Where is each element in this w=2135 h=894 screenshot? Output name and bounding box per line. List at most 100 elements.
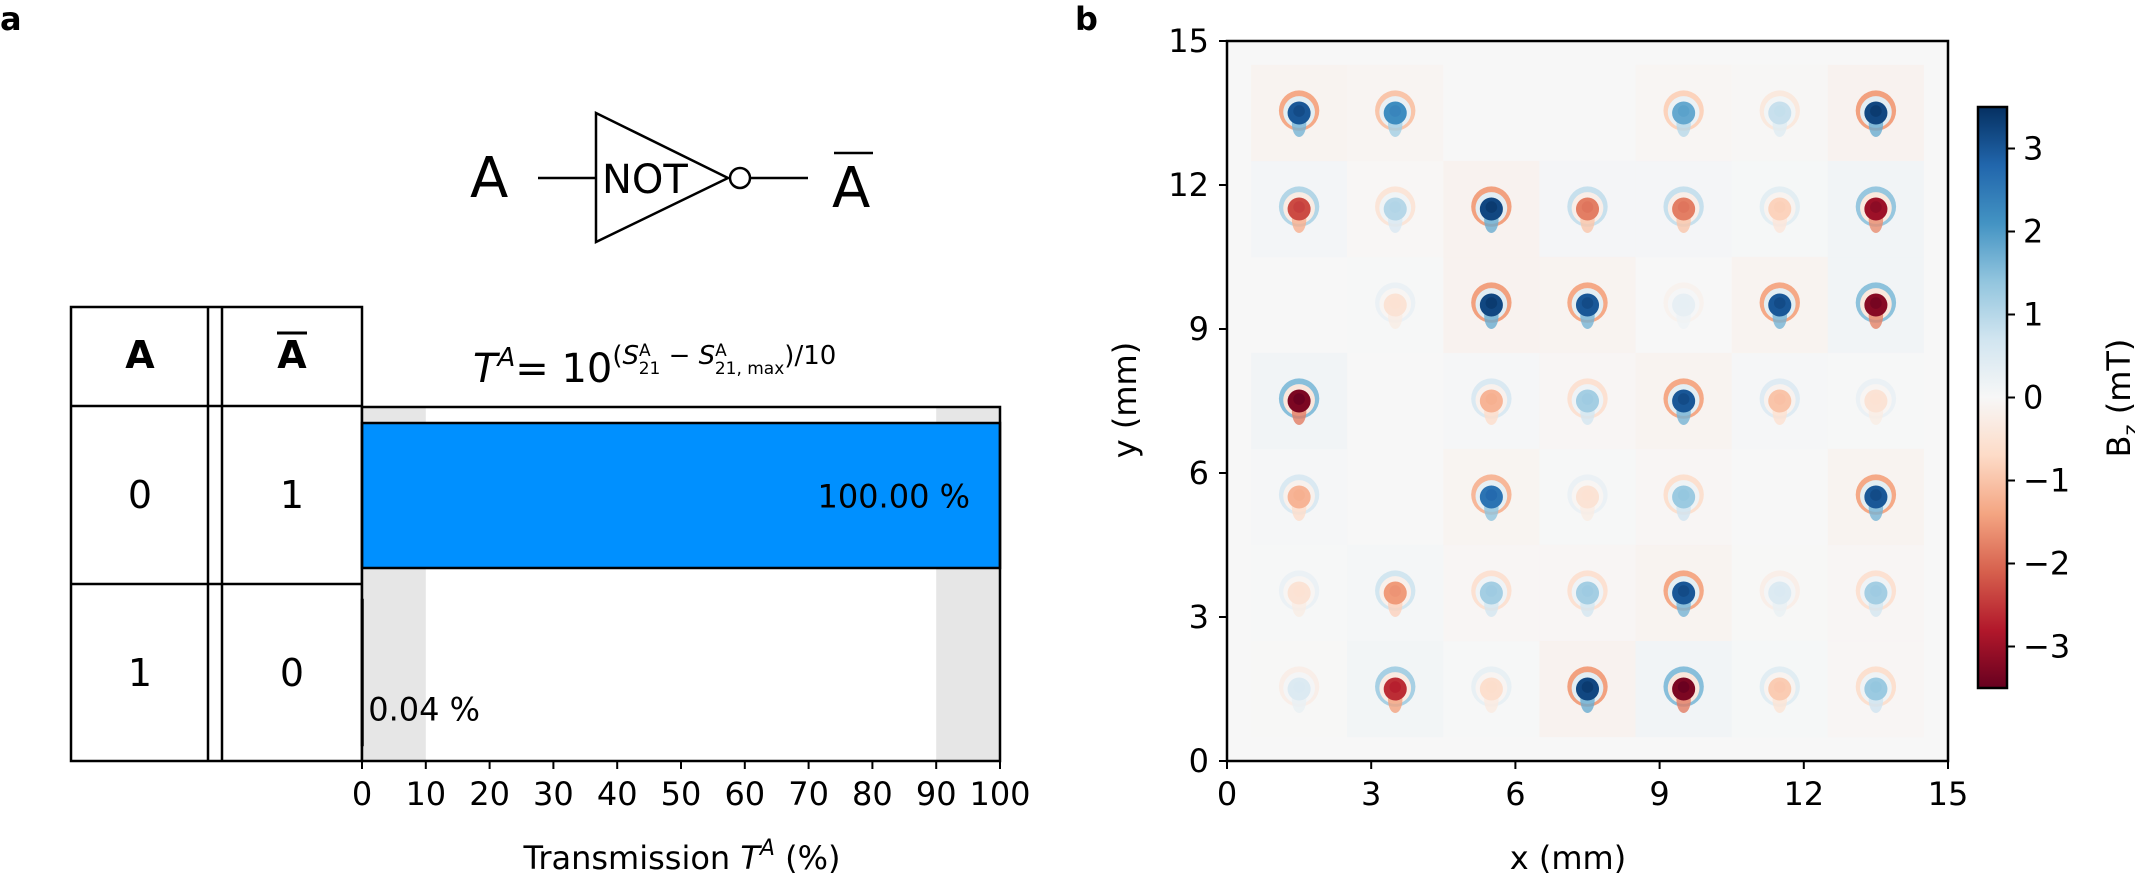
colorbar-scale (1976, 105, 2009, 690)
element-peak (1485, 489, 1498, 501)
colorbar-tick-label: −1 (2023, 462, 2070, 500)
element-peak (1581, 585, 1594, 597)
field-element (1443, 448, 1540, 546)
x-tick-label: 80 (852, 775, 893, 813)
field-element (1731, 352, 1828, 450)
field-element (1347, 544, 1444, 642)
x-tick-label: 30 (533, 775, 574, 813)
not-gate-diagram: A NOT A (470, 110, 873, 244)
formula-eq: = 10 (515, 346, 612, 392)
y-tick-label: 3 (1189, 598, 1209, 636)
field-element (1731, 256, 1828, 354)
field-element (1635, 352, 1732, 450)
element-peak (1485, 201, 1498, 213)
x-tick-label: 0 (1217, 775, 1237, 813)
table-header-output: A (277, 333, 307, 377)
gate-label: NOT (602, 157, 688, 203)
bz-field-heatmap: 0 3 6 9 12 15 0 3 6 9 12 15 (1168, 22, 1968, 813)
element-peak (1485, 585, 1498, 597)
field-element (1539, 352, 1636, 450)
truth-table: A A 0 1 1 0 (69, 305, 364, 763)
element-peak (1677, 201, 1690, 213)
bar-value-label-1: 0.04 % (368, 691, 480, 729)
y-tick-label: 0 (1189, 742, 1209, 780)
element-peak (1870, 105, 1882, 117)
colorbar-tick-label: −2 (2023, 545, 2070, 583)
table-cell: 1 (280, 473, 304, 517)
field-element (1251, 160, 1348, 258)
element-peak (1870, 201, 1882, 213)
x-tick-label: 0 (352, 775, 372, 813)
formula-S2-sub: 21, max (715, 359, 784, 379)
element-peak (1773, 585, 1786, 597)
element-peak (1293, 201, 1305, 213)
table-cell: 0 (280, 651, 304, 695)
field-element (1251, 544, 1348, 642)
colorbar: 3 2 1 0 −1 −2 −3 (1976, 105, 2070, 690)
element-peak (1773, 201, 1786, 213)
colorbar-tick-label: 1 (2023, 296, 2043, 334)
field-element (1635, 160, 1732, 258)
field-element (1635, 256, 1732, 354)
element-peak (1293, 489, 1305, 501)
x-tick-label: 3 (1361, 775, 1381, 813)
element-peak (1293, 681, 1305, 693)
element-peak (1581, 201, 1594, 213)
x-tick-label: 10 (405, 775, 446, 813)
cb-label-main: B (2100, 435, 2135, 457)
element-peak (1485, 393, 1498, 405)
gate-input-label: A (470, 146, 508, 211)
x-tick-label: 12 (1783, 775, 1824, 813)
element-peak (1677, 393, 1690, 405)
field-element (1635, 448, 1732, 546)
element-peak (1389, 585, 1402, 597)
not-bubble (728, 166, 752, 190)
table-cell: 0 (128, 473, 152, 517)
element-peak (1581, 297, 1594, 309)
x-tick-label: 60 (724, 775, 765, 813)
cb-label-unit: (mT) (2100, 339, 2135, 425)
element-peak (1293, 585, 1305, 597)
formula-T-sup: A (495, 343, 515, 373)
field-element (1827, 640, 1924, 738)
truth-table-frame (69, 305, 364, 763)
heatmap-y-axis-label: y (mm) (1106, 342, 1144, 458)
formula-S1-sup: A (639, 341, 651, 361)
x-tick-label: 70 (788, 775, 829, 813)
y-tick-label: 15 (1168, 22, 1209, 60)
field-element (1539, 160, 1636, 258)
field-element (1347, 256, 1444, 354)
field-element (1731, 64, 1828, 162)
field-element (1827, 544, 1924, 642)
field-element (1827, 160, 1924, 258)
formula-paren: ( (612, 341, 622, 371)
element-peak (1870, 393, 1882, 405)
formula-S2: S (699, 341, 716, 371)
element-peak (1870, 297, 1882, 309)
table-header-input: A (125, 333, 155, 377)
field-element (1347, 640, 1444, 738)
element-peak (1293, 105, 1305, 117)
element-peak (1389, 297, 1402, 309)
field-element (1635, 64, 1732, 162)
field-element (1443, 160, 1540, 258)
element-peak (1389, 201, 1402, 213)
formula-S2-sup: A (715, 341, 727, 361)
formula-minus: − (660, 341, 698, 371)
element-peak (1773, 297, 1786, 309)
field-element (1827, 256, 1924, 354)
x-tick-label: 6 (1505, 775, 1525, 813)
element-peak (1677, 297, 1690, 309)
transmission-formula: TA= 10(SA 21 − SA 21, max)/10 (473, 341, 836, 392)
formula-T: T (473, 346, 501, 392)
field-element (1827, 352, 1924, 450)
xlabel-prefix: Transmission (522, 839, 740, 877)
panel-label-a: a (0, 0, 22, 38)
heatmap-x-axis-label: x (mm) (1510, 839, 1626, 877)
field-element (1539, 544, 1636, 642)
formula-S1: S (623, 341, 640, 371)
field-element (1539, 256, 1636, 354)
field-element (1251, 640, 1348, 738)
field-element (1443, 640, 1540, 738)
field-element (1251, 448, 1348, 546)
